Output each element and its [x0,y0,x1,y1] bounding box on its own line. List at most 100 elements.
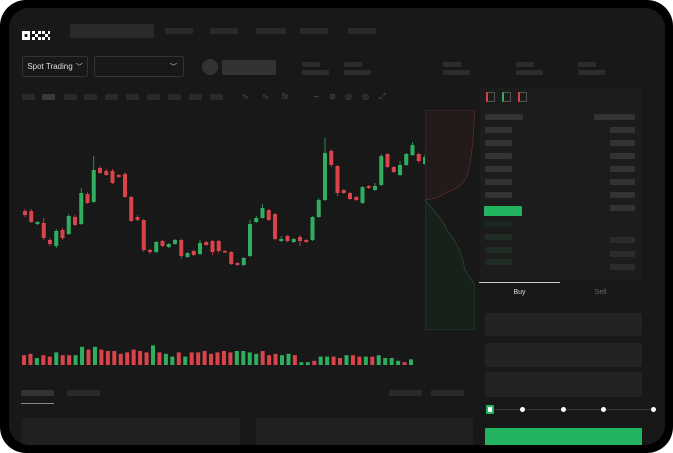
ask-amount [610,205,635,211]
formula-icon[interactable]: fx [282,92,289,101]
depth-chart [424,109,476,331]
draw-icon[interactable]: ⊘ [329,92,336,101]
tab-sell[interactable]: Sell [594,289,607,296]
volume-bar [247,352,252,365]
volume-bar [163,353,168,365]
timeframe-button[interactable] [126,94,139,100]
slider-stop-75[interactable] [601,407,606,412]
bid-price [485,221,512,227]
amount-slider[interactable] [486,405,659,415]
candle [329,149,334,167]
candle [416,153,421,163]
candle [385,153,390,168]
settings-icon[interactable]: ◎ [362,92,369,101]
book-both-icon[interactable] [486,92,495,102]
ask-amount [610,153,635,159]
nav-item[interactable] [165,28,193,34]
bid-amount [610,237,635,243]
price-chart[interactable] [20,110,427,335]
ask-amount [610,179,635,185]
candle [241,257,246,266]
book-asks-icon[interactable] [518,92,527,102]
volume-bar [383,358,388,365]
indicator-icon[interactable]: ∿ [242,92,249,101]
ask-amount [610,140,635,146]
tab-buy[interactable]: Buy [479,282,560,302]
nav-item[interactable] [210,28,238,34]
tab-order-history[interactable] [67,390,100,396]
price-input[interactable] [485,313,642,336]
candle [166,243,171,248]
volume-chart [22,345,413,365]
book-bids-icon[interactable] [502,92,511,102]
active-tab-underline [21,403,54,404]
total-input[interactable] [485,372,642,397]
candle [185,252,190,258]
timeframe-button[interactable] [42,94,55,100]
volume-bar [357,356,362,365]
search-bar[interactable] [70,24,154,38]
volume-bar [183,356,188,365]
timeframe-button[interactable] [210,94,223,100]
stat-label [443,62,461,67]
nav-item[interactable] [348,28,376,34]
candle [216,240,221,253]
spot-trading-dropdown[interactable]: Spot Trading ﹀ [22,56,88,77]
volume-bar [363,356,368,365]
candle [266,209,271,221]
volume-bar [344,355,349,365]
volume-bar [151,345,155,365]
volume-bar [286,353,291,365]
filter-button[interactable] [389,390,422,396]
slider-stop-25[interactable] [520,407,525,412]
volume-bar [312,360,317,365]
tab-open-orders[interactable] [21,390,54,396]
candle [129,196,134,222]
stat-value [578,70,605,75]
nav-item[interactable] [300,28,328,34]
indicator-icon[interactable]: ∿ [262,92,269,101]
candle [48,238,52,246]
volume-bar [138,351,143,365]
ask-price [485,140,512,146]
buy-submit-button[interactable] [485,428,642,445]
volume-bar [318,356,323,365]
timeframe-button[interactable] [105,94,118,100]
camera-icon[interactable]: ◎ [345,92,352,101]
timeframe-button[interactable] [64,94,77,100]
slider-stop-50[interactable] [561,407,566,412]
candle [198,240,202,255]
chevron-down-icon: ﹀ [75,63,83,71]
volume-bar [99,349,104,365]
candle [323,138,327,201]
volume-bar [60,355,65,365]
fullscreen-icon[interactable]: ⤢ [379,92,386,101]
stat-value [344,70,371,75]
slider-stop-100[interactable] [651,407,656,412]
volume-bar [338,358,343,365]
ask-price [485,153,512,159]
volume-bar [396,360,401,365]
candle [310,216,315,241]
volume-bar [34,358,39,365]
timeframe-button[interactable] [189,94,202,100]
volume-bar [228,352,233,365]
volume-bar [125,352,130,365]
slider-handle[interactable] [486,405,494,414]
volume-bar [234,351,239,365]
candle [41,218,46,240]
timeframe-button[interactable] [84,94,97,100]
app-screen: Spot Trading ﹀ ﹀ ∿ ∿ fx ∼ ⊘ ◎ ◎ ⤢ Buy Sell [9,8,665,445]
timeframe-button[interactable] [22,94,35,100]
timeframe-button[interactable] [168,94,181,100]
nav-item[interactable] [256,28,286,34]
line-icon[interactable]: ∼ [313,92,320,101]
filter-button[interactable] [431,390,464,396]
volume-bar [370,356,375,365]
pair-dropdown[interactable]: ﹀ [94,56,184,77]
amount-input[interactable] [485,343,642,367]
candle [254,216,259,223]
timeframe-button[interactable] [147,94,160,100]
candle [60,228,65,240]
